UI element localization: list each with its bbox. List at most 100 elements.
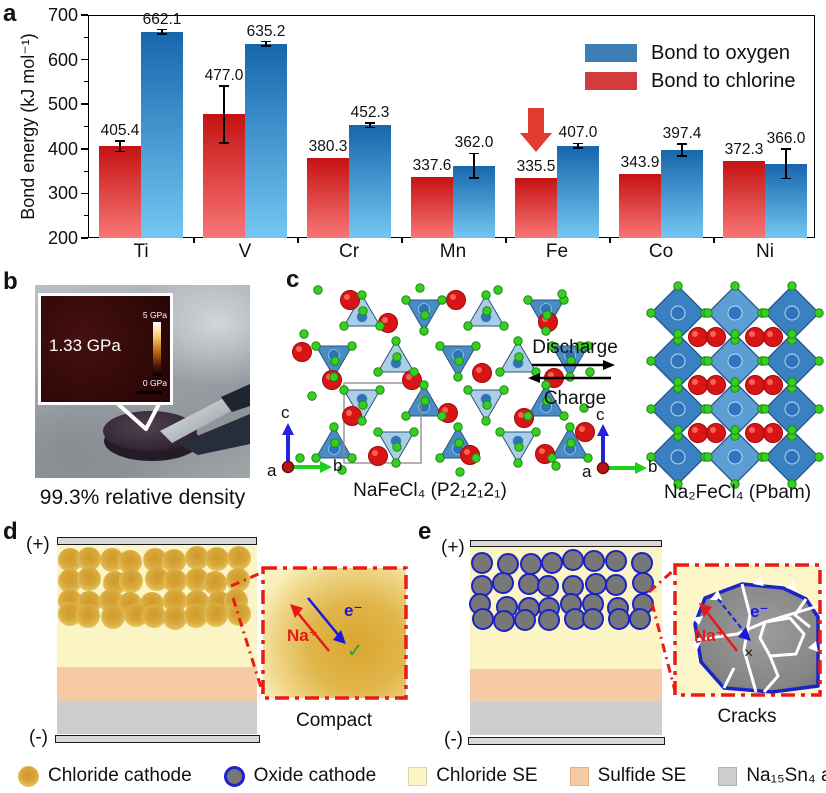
chart-legend-label-oxygen: Bond to oxygen: [651, 42, 790, 64]
hardness-colorbar: [153, 322, 161, 376]
value-label: 452.3: [350, 104, 390, 122]
y-tick-label: 400: [47, 138, 78, 159]
discharge-label: Discharge: [532, 337, 618, 358]
panel-label-b: b: [3, 268, 18, 295]
legend-label: Sulfide SE: [597, 765, 687, 786]
y-minor-tick: [84, 215, 88, 217]
value-label: 407.0: [558, 124, 598, 142]
y-tick-label: 700: [47, 5, 78, 25]
cathode-particle: [162, 605, 187, 630]
cathode-particle: [76, 603, 101, 628]
y-tick: [81, 14, 88, 16]
x-tick: [609, 238, 611, 243]
legend-item-sulfide-se: Sulfide SE: [569, 765, 687, 787]
value-label: 662.1: [142, 10, 182, 28]
scale-min-label: 0 GPa: [142, 378, 167, 388]
x-tick: [713, 238, 715, 243]
axis-b-left: b: [333, 456, 343, 475]
panel-label-a: a: [3, 0, 17, 27]
cathode-particle: [204, 546, 229, 571]
oxide-cathode-icon: [223, 765, 245, 787]
na-ion-label-d: Na⁺: [287, 626, 318, 645]
legend-label: Oxide cathode: [253, 765, 377, 786]
y-minor-tick: [84, 170, 88, 172]
sulfide-se-layer-e: [470, 669, 662, 702]
legend-item-alloy: Na₁₅Sn₄ alloy: [718, 765, 826, 787]
bar-chlorine-Co: [619, 173, 661, 238]
value-label: 635.2: [246, 22, 286, 40]
density-caption: 99.3% relative density: [39, 486, 246, 509]
cathode-particle: [514, 609, 537, 632]
panel-label-e: e: [418, 518, 432, 545]
legend-item-chloride-cathode: Chloride cathode: [18, 765, 192, 787]
cathode-particle: [605, 550, 628, 573]
x-tick: [297, 238, 299, 243]
positive-terminal-d: (+): [26, 534, 50, 555]
positive-electrode-d: [57, 537, 257, 545]
error-cap: [261, 45, 271, 47]
x-tick: [193, 238, 195, 243]
y-minor-tick: [84, 126, 88, 127]
cathode-particle: [537, 575, 560, 598]
hardness-map-inset: 1.33 GPa 5 GPa 0 GPa: [38, 293, 173, 405]
error-cap: [261, 40, 271, 43]
cathode-particle: [607, 607, 630, 630]
figure-legend: Chloride cathode Oxide cathode Chloride …: [18, 762, 826, 790]
electron-label-e: e⁻: [750, 602, 769, 621]
y-axis-title: Bond energy (kJ mol⁻¹): [18, 33, 38, 220]
y-tick-label: 600: [47, 49, 78, 70]
nafecl4-formula: NaFeCl₄ (P2₁2₁2₁): [353, 480, 507, 501]
x-category-label: Ni: [756, 241, 774, 262]
bar-oxygen-Cr: [349, 125, 391, 238]
cathode-particle: [604, 574, 627, 597]
y-tick: [81, 148, 88, 150]
error-cap: [573, 147, 583, 149]
cracks-caption: Cracks: [717, 706, 777, 727]
value-label: 366.0: [766, 130, 806, 148]
error-cap: [469, 152, 479, 154]
y-tick-label: 500: [47, 94, 78, 115]
hardness-value: 1.33 GPa: [49, 336, 121, 355]
cathode-particle: [470, 552, 493, 575]
error-cap: [677, 155, 687, 157]
bar-chlorine-Mn: [411, 176, 453, 238]
error-bar: [265, 41, 267, 47]
error-cap: [115, 140, 125, 142]
chloride-se-icon: [408, 766, 428, 786]
x-category-label: V: [238, 241, 252, 262]
cross-mark: ×: [744, 645, 754, 662]
error-bar: [119, 141, 121, 152]
alloy-layer-d: [57, 701, 257, 734]
axis-a-right: a: [582, 462, 592, 481]
y-tick: [81, 192, 88, 195]
y-tick: [81, 237, 88, 239]
value-label: 380.3: [308, 137, 348, 155]
cathode-particle: [118, 568, 143, 593]
scale-max-label: 5 GPa: [142, 310, 167, 320]
axis-b-right: b: [648, 457, 658, 476]
error-bar: [161, 29, 163, 35]
chart-legend-swatch-oxygen: [585, 44, 637, 62]
bar-oxygen-Co: [661, 149, 703, 238]
error-cap: [219, 142, 229, 144]
cathode-particle: [141, 603, 166, 628]
error-cap: [781, 177, 791, 180]
value-label: 397.4: [662, 125, 702, 143]
error-cap: [781, 148, 791, 150]
value-label: 372.3: [724, 141, 764, 159]
bar-oxygen-Fe: [557, 145, 599, 238]
legend-item-chloride-se: Chloride SE: [408, 765, 538, 787]
error-bar: [681, 144, 683, 156]
na2fecl4-formula: Na₂FeCl₄ (Pbam): [663, 482, 812, 503]
check-mark: ✓: [347, 641, 363, 662]
value-label: 343.9: [620, 153, 660, 171]
error-cap: [365, 122, 375, 124]
compact-caption: Compact: [295, 710, 373, 731]
error-bar: [369, 123, 371, 128]
bar-chlorine-Fe: [515, 177, 557, 238]
y-tick-label: 200: [47, 228, 78, 248]
error-bar: [473, 153, 475, 179]
legend-label: Na₁₅Sn₄ alloy: [746, 765, 826, 786]
error-cap: [115, 150, 125, 153]
sulfide-se-layer-d: [57, 667, 257, 701]
